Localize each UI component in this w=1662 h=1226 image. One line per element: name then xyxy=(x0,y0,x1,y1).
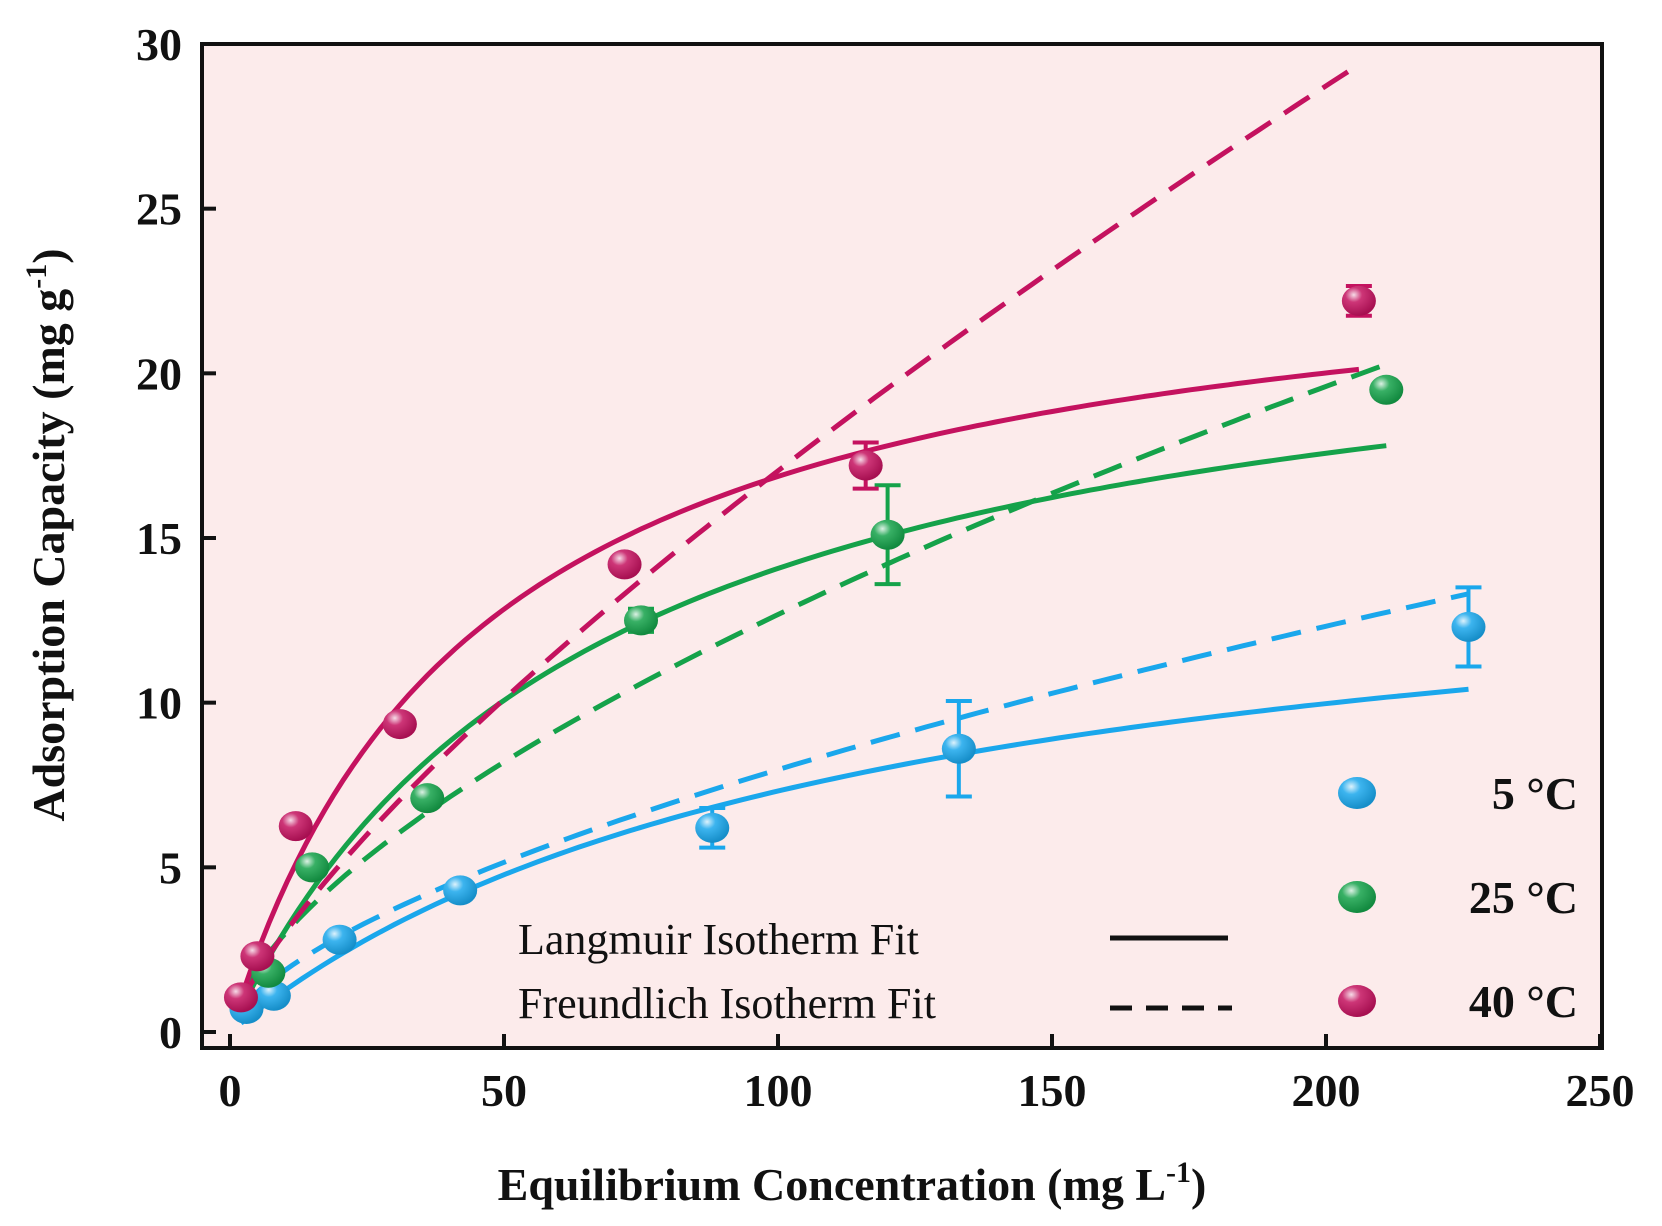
x-tick-label: 250 xyxy=(1566,1065,1635,1116)
data-point-shine-40c xyxy=(848,450,883,481)
tick-labels: 0 50 100 150 200 250 0 5 10 15 20 25 30 xyxy=(136,19,1635,1116)
x-tick-label: 150 xyxy=(1018,1065,1087,1116)
series-legend: 5 °C 25 °C 40 °C xyxy=(1338,768,1578,1027)
x-tick-label: 0 xyxy=(219,1065,242,1116)
x-tick-label: 100 xyxy=(744,1065,813,1116)
data-points xyxy=(223,285,1486,1024)
legend-langmuir-label: Langmuir Isotherm Fit xyxy=(518,915,919,964)
data-point-shine-25c xyxy=(624,605,658,636)
legend-label-25c: 25 °C xyxy=(1469,872,1578,923)
y-tick-label: 25 xyxy=(136,184,182,235)
legend-label-5c: 5 °C xyxy=(1492,768,1578,819)
x-tick-label: 50 xyxy=(481,1065,527,1116)
y-tick-label: 20 xyxy=(136,348,182,399)
legend-label-40c: 40 °C xyxy=(1469,976,1578,1027)
data-point-shine-40c xyxy=(278,811,313,842)
freundlich-fit-25c xyxy=(238,362,1388,998)
data-point-shine-5c xyxy=(695,812,730,843)
data-point-shine-40c xyxy=(223,982,258,1013)
legend-freundlich-label: Freundlich Isotherm Fit xyxy=(518,979,936,1028)
plot-background xyxy=(202,44,1602,1048)
data-point-shine-25c xyxy=(870,519,905,550)
data-point-shine-40c xyxy=(240,941,275,972)
legend-marker-shine-25c xyxy=(1338,881,1376,913)
data-point-shine-25c xyxy=(1369,374,1404,405)
data-point-shine-25c xyxy=(295,852,330,883)
y-tick-label: 0 xyxy=(159,1007,182,1058)
freundlich-fit-40c xyxy=(238,62,1361,1004)
data-point-shine-5c xyxy=(1451,611,1486,642)
legend-marker-shine-5c xyxy=(1338,777,1376,809)
data-point-shine-5c xyxy=(322,924,357,955)
fit-legend: Langmuir Isotherm Fit Freundlich Isother… xyxy=(518,915,1232,1028)
data-point-shine-5c xyxy=(443,875,478,906)
y-tick-label: 15 xyxy=(136,513,182,564)
data-point-shine-5c xyxy=(256,980,291,1011)
langmuir-fit-25c xyxy=(238,443,1387,1011)
y-tick-label: 10 xyxy=(136,678,182,729)
plot-frame xyxy=(200,42,1604,1050)
data-point-shine-40c xyxy=(1341,285,1376,316)
langmuir-fit-40c xyxy=(238,366,1360,999)
data-point-shine-5c xyxy=(941,733,976,764)
data-point-shine-40c xyxy=(607,549,642,580)
y-axis-title: Adsorption Capacity (mg g-1) xyxy=(20,248,74,821)
data-point-shine-40c xyxy=(382,709,417,740)
legend-marker-shine-40c xyxy=(1338,985,1376,1017)
langmuir-fit-5c xyxy=(239,686,1469,1026)
y-tick-label: 5 xyxy=(159,842,182,893)
fit-curves xyxy=(238,62,1470,1026)
y-tick-label: 30 xyxy=(136,19,182,70)
x-axis-title: Equilibrium Concentration (mg L-1) xyxy=(498,1156,1207,1210)
x-tick-label: 200 xyxy=(1292,1065,1361,1116)
data-point-shine-25c xyxy=(410,783,445,814)
